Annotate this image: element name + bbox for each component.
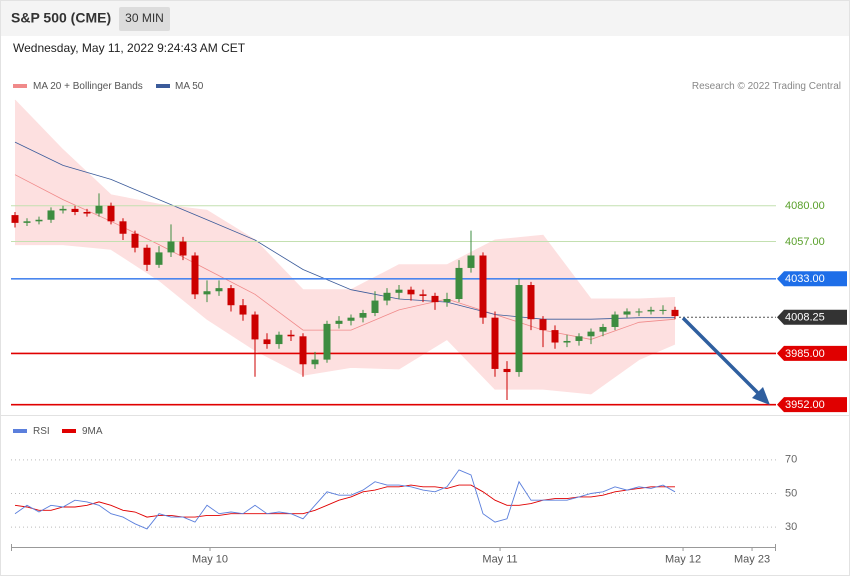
candle-body [359, 312, 367, 318]
y-tick-label: 70 [785, 454, 797, 466]
candle-body [551, 330, 559, 343]
candle-body [239, 305, 247, 315]
legend-swatch [13, 84, 27, 88]
candle-body [563, 340, 571, 343]
candle-body [431, 295, 439, 303]
main-layer [11, 193, 776, 551]
candle-body [539, 319, 547, 331]
indicator-line [14, 469, 676, 530]
candle-body [599, 326, 607, 332]
candle-body [47, 210, 55, 220]
candle-body [659, 309, 667, 311]
x-tick-label: May 12 [665, 553, 701, 565]
x-tick-label: May 23 [734, 553, 770, 565]
candle-body [35, 219, 43, 222]
interval: 30 MIN [125, 11, 164, 25]
legend-swatch [156, 84, 170, 88]
candle-body [215, 288, 223, 292]
candle-body [443, 299, 451, 303]
level-label-box [777, 271, 847, 287]
candle-body [575, 336, 583, 341]
candle-body [275, 334, 283, 345]
timestamp: Wednesday, May 11, 2022 9:24:43 AM CET [13, 41, 246, 55]
candle-body [251, 314, 259, 340]
legend-label: 9MA [82, 426, 103, 437]
level-label: 4008.25 [785, 312, 825, 324]
level-label: 4033.00 [785, 273, 825, 285]
candle-body [395, 289, 403, 293]
candle-body [587, 331, 595, 337]
level-label: 3952.00 [785, 399, 825, 411]
candle-body [467, 255, 475, 268]
legend-swatch [62, 429, 76, 433]
forecast-arrow [681, 316, 764, 399]
legend-label: MA 20 + Bollinger Bands [33, 81, 143, 92]
candle-body [311, 359, 319, 365]
candle-body [131, 233, 139, 248]
ma-line [14, 174, 676, 340]
y-tick-label: 50 [785, 487, 797, 499]
level-label: 4080.00 [785, 200, 825, 212]
indicator-line [14, 484, 675, 518]
candle-body [263, 339, 271, 345]
candle-body [299, 336, 307, 365]
candle-body [671, 309, 679, 317]
candle-body [11, 215, 19, 223]
candle-body [59, 208, 67, 211]
candle-body [527, 285, 535, 320]
candle-body [323, 323, 331, 360]
candle-body [419, 294, 427, 296]
candle-body [635, 311, 643, 313]
candle-body [143, 247, 151, 265]
candle-body [23, 221, 31, 223]
label-layer: 4080.00 4057.00 4033.00 4008.25 3985.00 3952.… [192, 200, 847, 565]
level-label-box [777, 397, 847, 413]
legend-label: RSI [33, 426, 50, 437]
level-label-box [777, 345, 847, 361]
candle-body [611, 314, 619, 327]
candle-body [287, 334, 295, 337]
candle-body [155, 252, 163, 265]
y-tick-label: 30 [785, 521, 797, 533]
level-label: 3985.00 [785, 348, 825, 360]
candle-body [623, 311, 631, 315]
legend-swatch [13, 429, 27, 433]
candle-body [347, 317, 355, 321]
candle-body [371, 300, 379, 313]
candle-body [491, 317, 499, 369]
x-tick-label: May 11 [482, 553, 517, 565]
candle-body [83, 211, 91, 214]
candle-body [383, 292, 391, 301]
candle-body [455, 267, 463, 300]
candle-body [335, 320, 343, 324]
legend-label: MA 50 [175, 81, 204, 92]
ma-line [14, 141, 675, 320]
interval-badge[interactable] [119, 7, 170, 31]
level-label-box [777, 309, 847, 325]
title: S&P 500 (CME) [11, 10, 111, 26]
candle-body [515, 285, 523, 373]
candle-body [71, 208, 79, 212]
candle-body [407, 289, 415, 295]
band-lower [15, 244, 676, 395]
candle-body [479, 255, 487, 318]
candle-body [179, 241, 187, 256]
candle-body [95, 205, 103, 214]
candle-body [647, 309, 655, 312]
candle-body [167, 241, 175, 253]
level-label: 4057.00 [785, 236, 825, 248]
forecast-arrowhead [752, 387, 770, 405]
candle-body [227, 288, 235, 306]
bollinger-band [15, 100, 675, 394]
credit: Research © 2022 Trading Central [692, 81, 841, 92]
band-layer [14, 99, 676, 395]
candle-body [191, 255, 199, 295]
candle-body [503, 368, 511, 373]
candle-body [119, 221, 127, 234]
x-tick-label: May 10 [192, 553, 228, 565]
candle-body [107, 205, 115, 222]
candle-body [203, 291, 211, 295]
